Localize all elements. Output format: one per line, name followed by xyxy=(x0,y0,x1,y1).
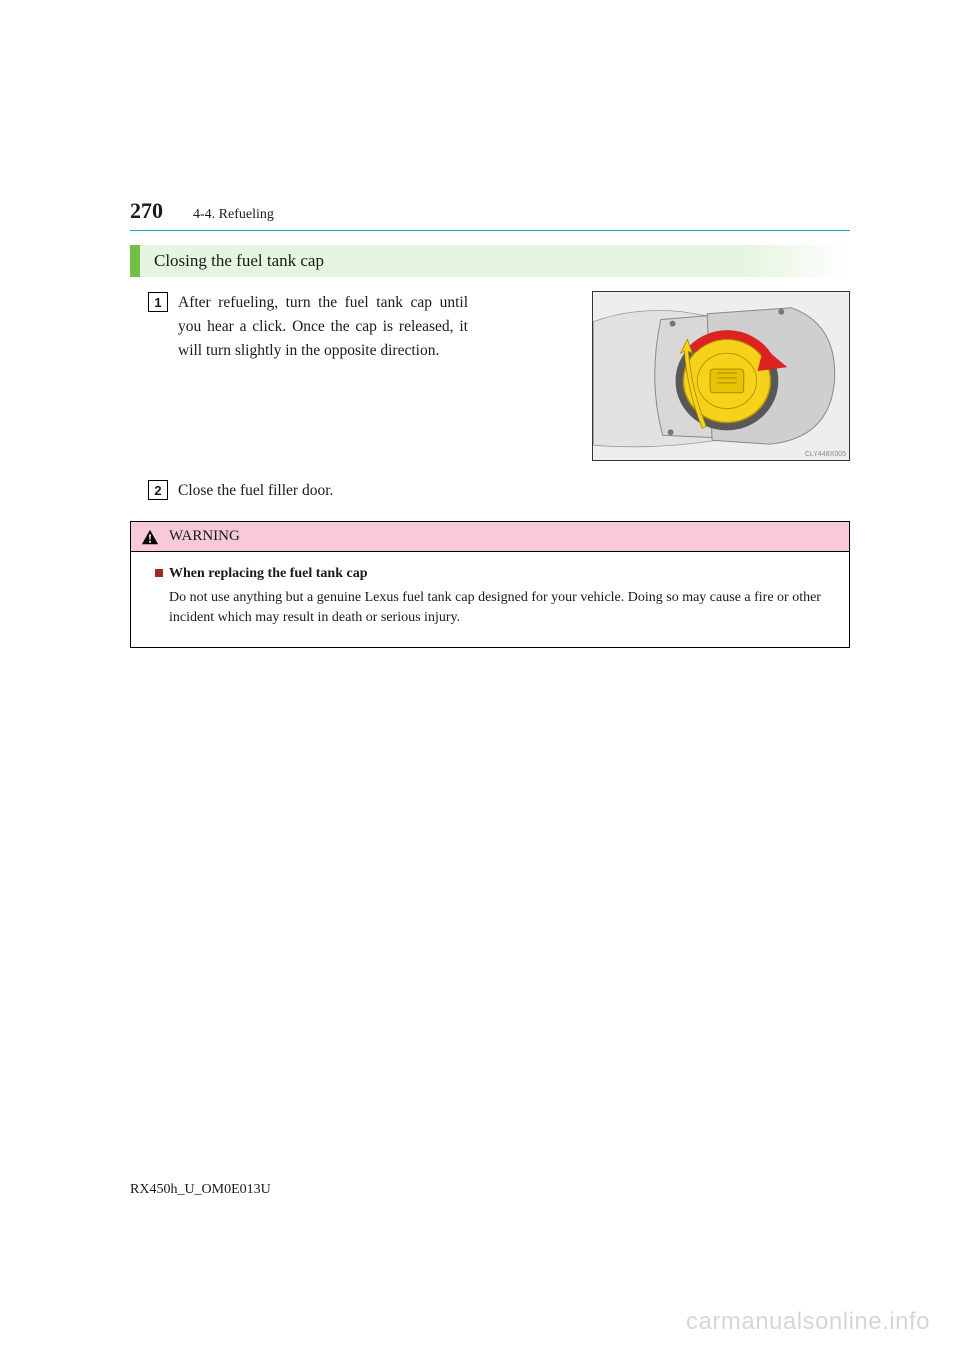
page-header: 270 4-4. Refueling xyxy=(130,198,850,224)
warning-header: WARNING xyxy=(131,522,849,552)
warning-subtitle: When replacing the fuel tank cap xyxy=(169,566,367,582)
warning-triangle-icon xyxy=(141,529,159,545)
step-text: After refueling, turn the fuel tank cap … xyxy=(178,291,468,363)
bullet-square-icon xyxy=(155,569,163,577)
warning-label: WARNING xyxy=(169,528,240,545)
fuel-cap-svg xyxy=(593,292,849,460)
step-number-box: 2 xyxy=(148,480,168,500)
warning-subtitle-row: When replacing the fuel tank cap xyxy=(155,566,831,582)
warning-text: Do not use anything but a genuine Lexus … xyxy=(155,588,831,629)
step-number-box: 1 xyxy=(148,292,168,312)
watermark: carmanualsonline.info xyxy=(686,1308,930,1336)
warning-box: WARNING When replacing the fuel tank cap… xyxy=(130,521,850,648)
header-rule xyxy=(130,230,850,231)
chapter-label: 4-4. Refueling xyxy=(193,207,274,223)
page-content: 270 4-4. Refueling Closing the fuel tank… xyxy=(0,0,960,648)
step-text: Close the fuel filler door. xyxy=(178,479,333,503)
warning-body: When replacing the fuel tank cap Do not … xyxy=(131,552,849,647)
step-1-text-wrap: 1 After refueling, turn the fuel tank ca… xyxy=(130,291,572,363)
step-2-text-wrap: 2 Close the fuel filler door. xyxy=(130,479,850,503)
step-2: 2 Close the fuel filler door. xyxy=(130,479,850,503)
document-code: RX450h_U_OM0E013U xyxy=(130,1182,271,1198)
page-number: 270 xyxy=(130,198,163,224)
fuel-cap-illustration: CLY448X005 xyxy=(592,291,850,461)
section-title: Closing the fuel tank cap xyxy=(130,245,850,277)
illustration-code: CLY448X005 xyxy=(805,451,846,458)
step-1: 1 After refueling, turn the fuel tank ca… xyxy=(130,291,850,461)
